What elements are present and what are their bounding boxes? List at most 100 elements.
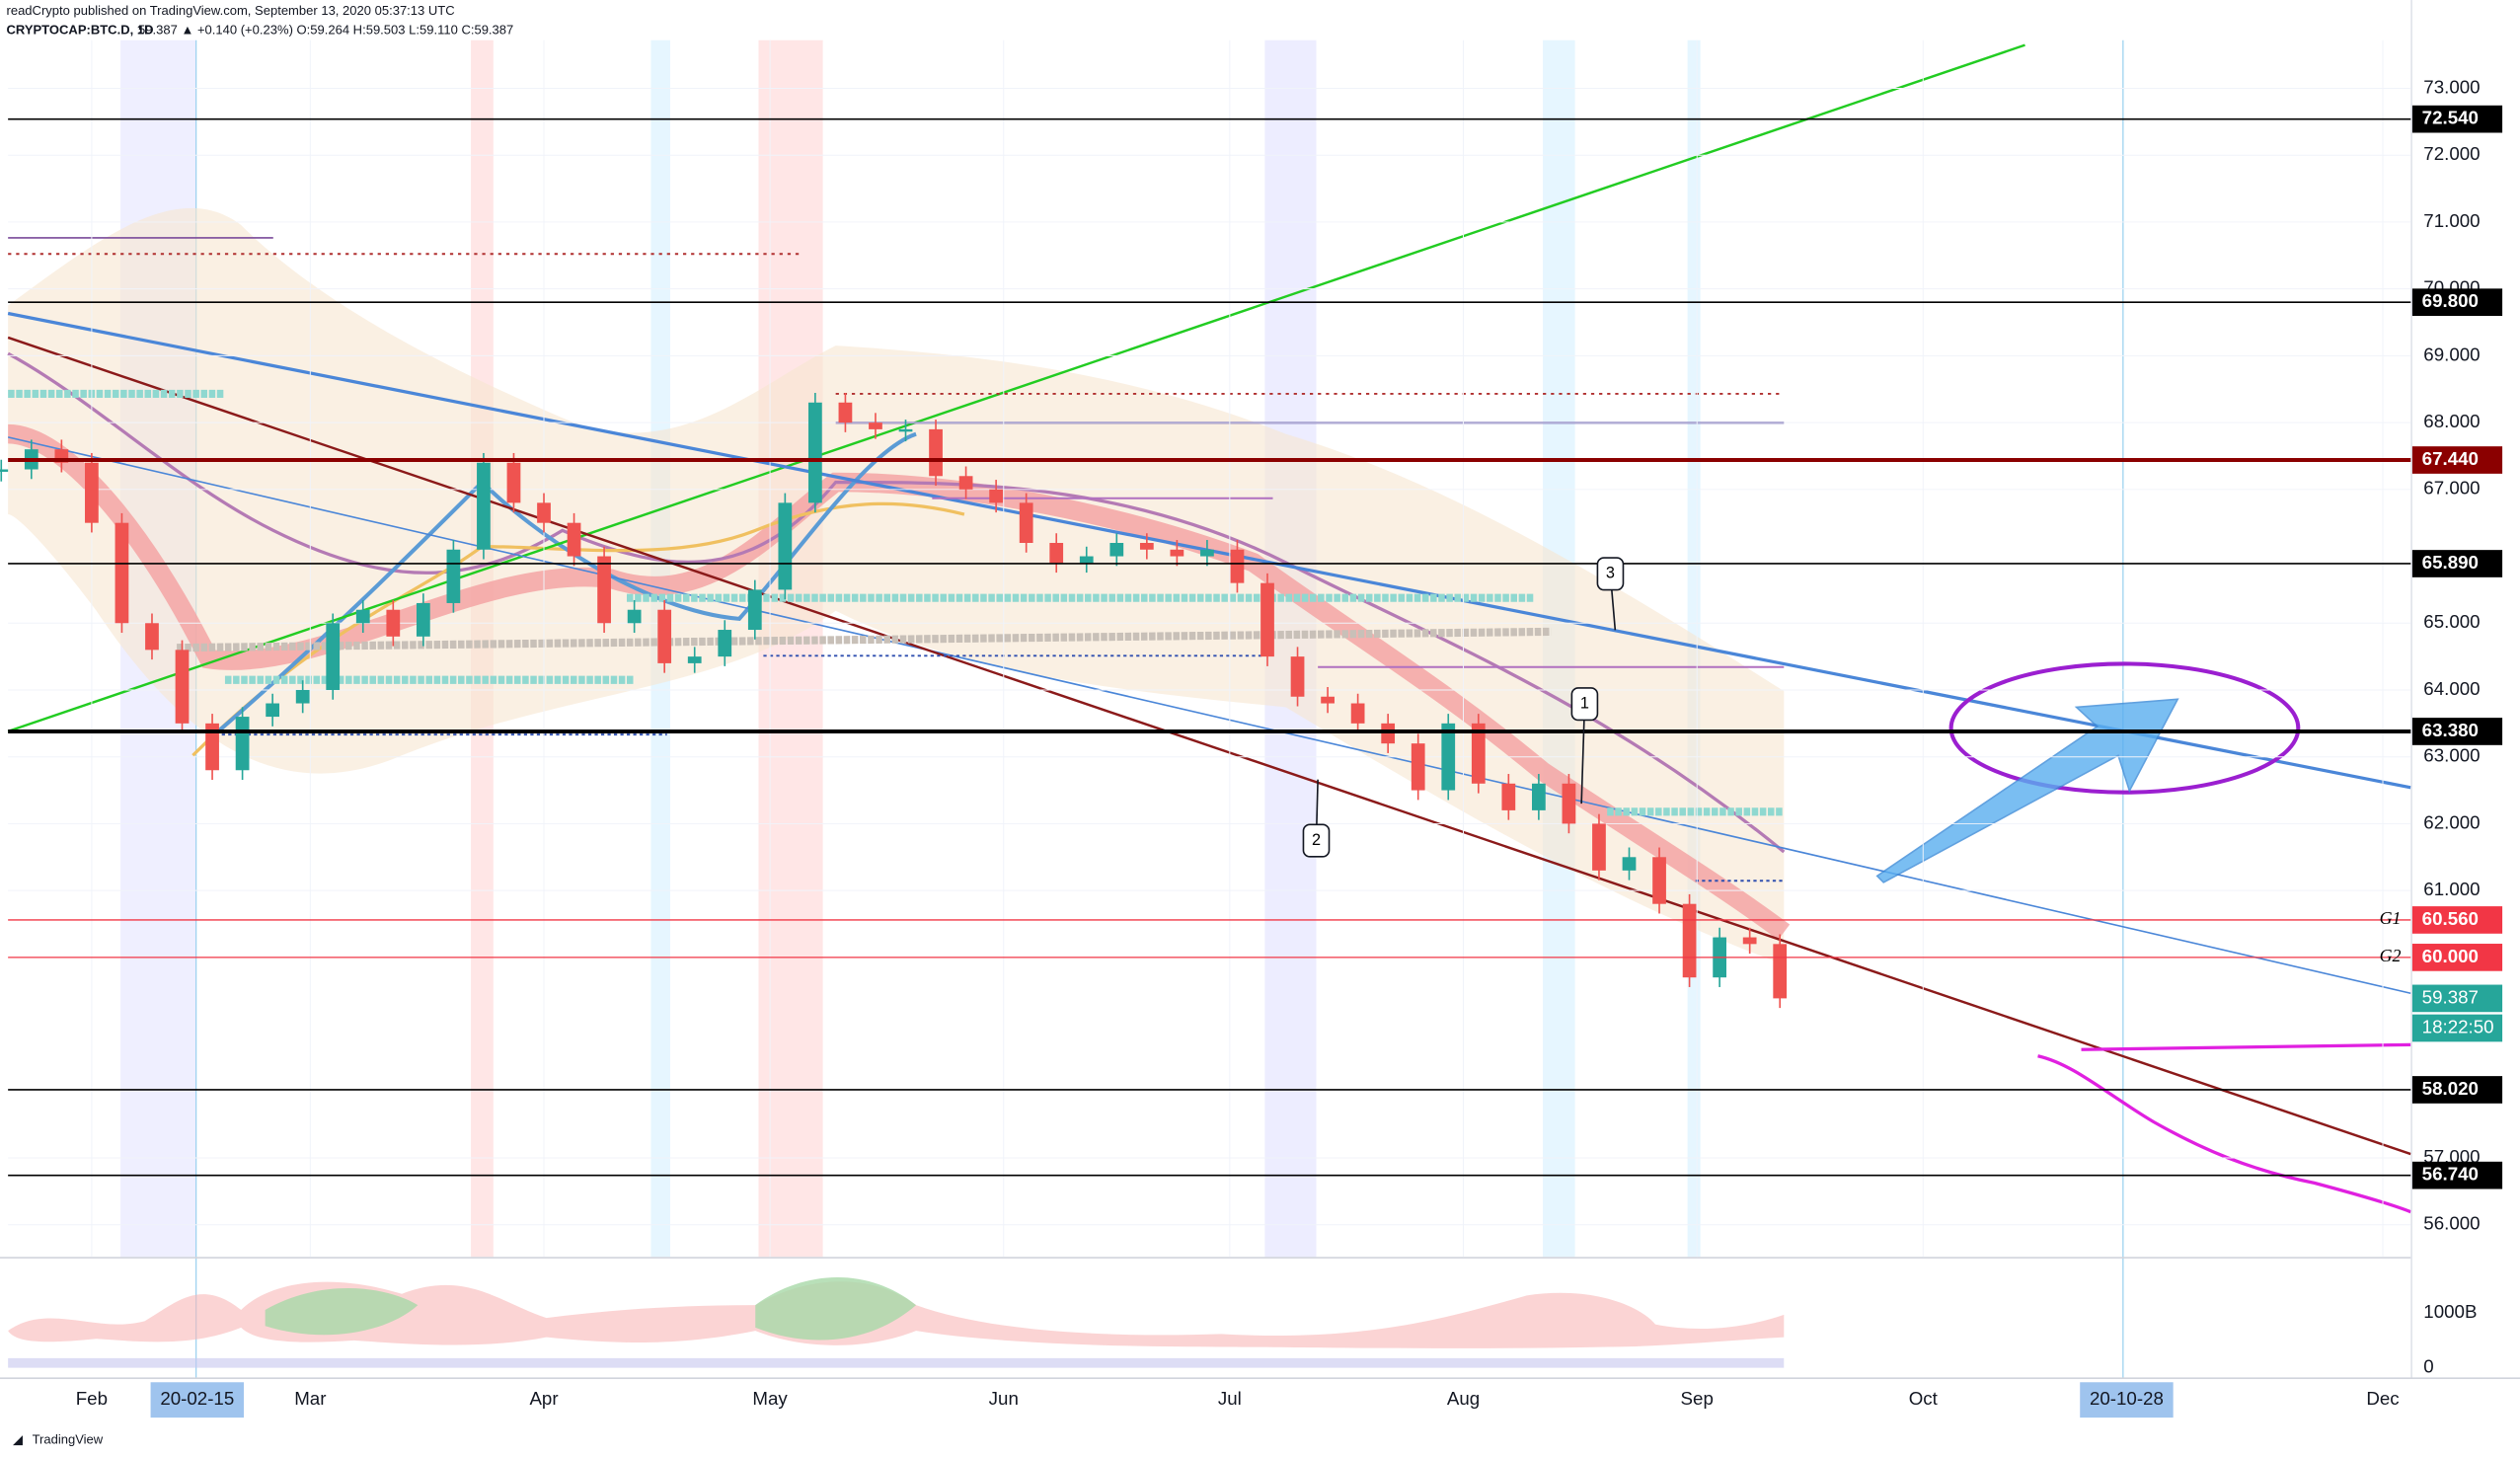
candle [446, 549, 461, 603]
x-tick-label: Dec [2366, 1388, 2399, 1409]
candle [1049, 542, 1064, 564]
level-label-box [2411, 906, 2503, 934]
candle [747, 589, 762, 631]
y-tick-label: 63.000 [2423, 745, 2480, 766]
candle [1321, 696, 1335, 704]
candle [537, 502, 551, 523]
date-highlight-label: 20-02-15 [160, 1388, 234, 1409]
candle [1441, 723, 1456, 791]
candle [1742, 937, 1757, 945]
level-label-box [2411, 288, 2503, 317]
candle [1200, 549, 1214, 557]
y-tick-label: 72.000 [2423, 143, 2480, 164]
candle [1532, 783, 1546, 810]
callout-box [1570, 687, 1599, 722]
level-label: 58.020 [2422, 1078, 2479, 1099]
candle [1019, 502, 1033, 543]
candle [718, 630, 732, 657]
level-label: 67.440 [2422, 448, 2479, 469]
level-label: 69.800 [2422, 290, 2479, 311]
candle [1592, 823, 1606, 871]
candle [115, 522, 129, 624]
candle [1652, 857, 1666, 904]
level-label-box [2411, 718, 2503, 745]
y-tick-label: 61.000 [2423, 879, 2480, 899]
candle [0, 469, 9, 472]
candle [657, 609, 672, 663]
candle [1230, 549, 1245, 583]
candle [567, 522, 581, 557]
callout-box [1302, 823, 1331, 858]
footer: TradingView [33, 1431, 104, 1446]
candle [898, 428, 913, 432]
candle [1562, 783, 1576, 824]
candle [778, 502, 793, 590]
candle [838, 402, 853, 423]
candle [235, 717, 250, 771]
candle [597, 556, 611, 624]
y-tick-label: 62.000 [2423, 811, 2480, 832]
candle [266, 703, 280, 718]
x-tick-label: Jun [989, 1388, 1019, 1409]
level-label: 56.740 [2422, 1164, 2479, 1185]
callout-label: 3 [1606, 565, 1615, 582]
callout-label: 2 [1312, 831, 1321, 849]
publisher: readCrypto published on TradingView.com,… [7, 3, 455, 18]
candle [205, 723, 219, 771]
y-tick-label: 64.000 [2423, 678, 2480, 699]
date-highlight [150, 1382, 245, 1419]
level-label-box [2411, 1076, 2503, 1104]
candle [1079, 556, 1094, 564]
candle [989, 489, 1004, 503]
x-tick-label: Sep [1681, 1388, 1714, 1409]
date-highlight-label: 20-10-28 [2090, 1388, 2164, 1409]
y-tick-label: 67.000 [2423, 478, 2480, 498]
date-highlight [2080, 1382, 2174, 1419]
level-label: 60.000 [2422, 946, 2479, 966]
y-tick-label: 57.000 [2423, 1146, 2480, 1167]
y-tick-label: 68.000 [2423, 411, 2480, 431]
candle [145, 623, 159, 651]
symbol: CRYPTOCAP:BTC.D, 1D [7, 22, 154, 37]
y-tick-label: 71.000 [2423, 210, 2480, 231]
last-price-label: 59.387 [2422, 986, 2479, 1007]
level-label: 65.890 [2422, 552, 2479, 573]
candle [808, 402, 822, 503]
level-tag: G2 [2380, 946, 2402, 965]
candle [1471, 723, 1486, 784]
svg-text:◢: ◢ [13, 1431, 23, 1446]
candle [1350, 703, 1365, 724]
quote: 59.387 ▲ +0.140 (+0.23%) O:59.264 H:59.5… [138, 22, 513, 37]
y-tick-label: 69.000 [2423, 344, 2480, 364]
callout-box [1596, 557, 1625, 591]
x-tick-label: Feb [76, 1388, 108, 1409]
candle [1260, 582, 1274, 657]
level-label-box [2411, 446, 2503, 474]
candle [869, 422, 882, 429]
x-tick-label: Mar [294, 1388, 326, 1409]
level-label-box [2411, 550, 2503, 577]
candle [1170, 549, 1184, 557]
x-tick-label: Apr [529, 1388, 558, 1409]
level-label: 63.380 [2422, 720, 2479, 740]
candle [1682, 903, 1697, 978]
candle [929, 428, 943, 477]
candle [1501, 783, 1516, 810]
candle [506, 462, 521, 503]
countdown-box [2411, 1014, 2503, 1042]
candle [1411, 743, 1425, 791]
y-tick-label: 73.000 [2423, 76, 2480, 97]
candle [1139, 542, 1154, 550]
candle [85, 462, 99, 523]
level-tag: G1 [2380, 908, 2402, 928]
last-price-box [2411, 984, 2503, 1013]
candle [687, 656, 702, 663]
level-label: 72.540 [2422, 108, 2479, 128]
level-label-box [2411, 105, 2503, 133]
y-tick-label: 56.000 [2423, 1213, 2480, 1234]
indicator-tick-label: 0 [2423, 1356, 2433, 1377]
candle [477, 462, 491, 550]
indicator-tick-label: 1000B [2423, 1301, 2477, 1322]
x-tick-label: Aug [1447, 1388, 1480, 1409]
